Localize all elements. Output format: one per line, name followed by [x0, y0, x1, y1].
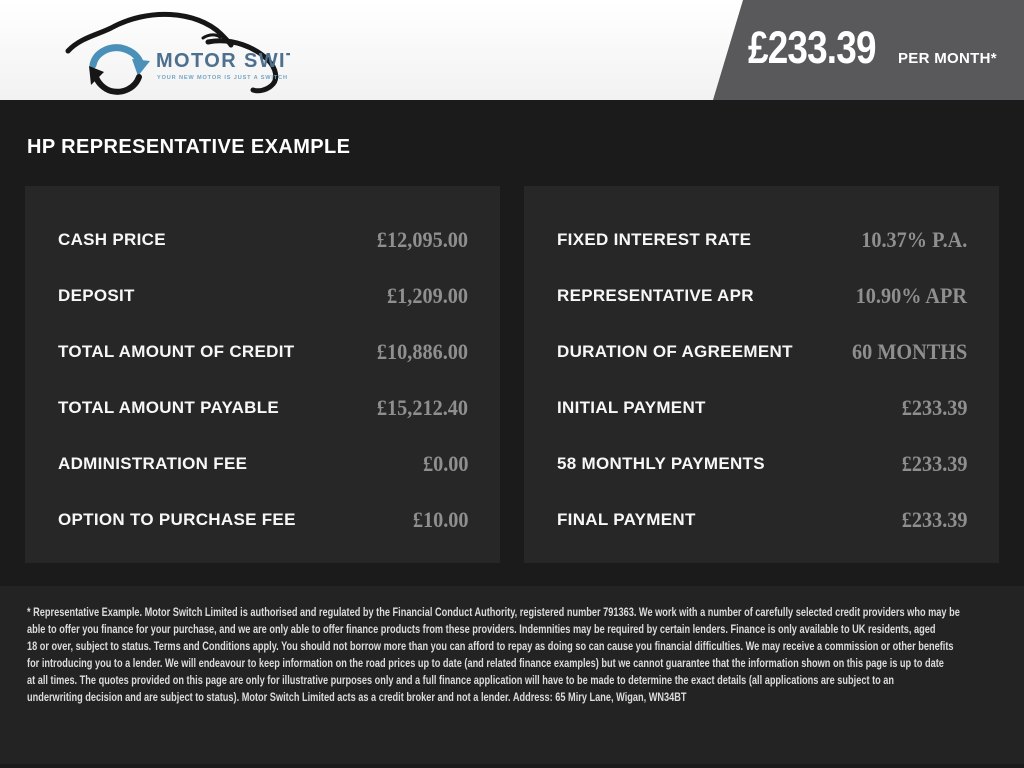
finance-panel-left: CASH PRICE £12,095.00 DEPOSIT £1,209.00 … [25, 186, 500, 563]
car-silhouette-icon [65, 11, 279, 94]
row-initial-payment: INITIAL PAYMENT £233.39 [557, 380, 967, 436]
page-title: HP REPRESENTATIVE EXAMPLE [27, 136, 351, 158]
finance-value: £0.00 [422, 451, 468, 476]
finance-panels: CASH PRICE £12,095.00 DEPOSIT £1,209.00 … [25, 186, 999, 563]
finance-label: OPTION TO PURCHASE FEE [58, 510, 296, 529]
row-representative-apr: REPRESENTATIVE APR 10.90% APR [557, 268, 967, 324]
header: MOTOR SWITCH YOUR NEW MOTOR IS JUST A SW… [0, 0, 1024, 100]
row-deposit: DEPOSIT £1,209.00 [58, 268, 468, 324]
row-total-amount-of-credit: TOTAL AMOUNT OF CREDIT £10,886.00 [58, 324, 468, 380]
finance-label: FIXED INTEREST RATE [557, 230, 752, 249]
finance-value: £10,886.00 [376, 339, 468, 364]
finance-value: £233.39 [901, 507, 967, 532]
finance-value: £233.39 [901, 451, 967, 476]
finance-label: REPRESENTATIVE APR [557, 286, 754, 305]
disclaimer-line: underwriting decision and are subject to… [27, 692, 687, 704]
row-administration-fee: ADMINISTRATION FEE £0.00 [58, 436, 468, 492]
logo-brand-text: MOTOR SWITCH [156, 50, 290, 72]
monthly-price: £233.39 [748, 22, 876, 73]
logo-tagline-text: YOUR NEW MOTOR IS JUST A SWITCH AWAY [157, 75, 290, 81]
motor-switch-logo[interactable]: MOTOR SWITCH YOUR NEW MOTOR IS JUST A SW… [60, 4, 290, 98]
row-duration-of-agreement: DURATION OF AGREEMENT 60 MONTHS [557, 324, 967, 380]
finance-value: 10.90% APR [855, 283, 967, 308]
row-monthly-payments: 58 MONTHLY PAYMENTS £233.39 [557, 436, 967, 492]
finance-panel-right: FIXED INTEREST RATE 10.37% P.A. REPRESEN… [524, 186, 999, 563]
disclaimer-line: able to offer you finance for your purch… [27, 624, 936, 636]
disclaimer-line: * Representative Example. Motor Switch L… [27, 607, 960, 619]
finance-label: TOTAL AMOUNT OF CREDIT [58, 342, 295, 361]
switch-arrows-icon [89, 44, 150, 95]
finance-label: 58 MONTHLY PAYMENTS [557, 454, 765, 473]
finance-label: DEPOSIT [58, 286, 135, 305]
price-wedge [713, 0, 1024, 100]
finance-value: 10.37% P.A. [860, 227, 967, 252]
per-month-label: PER MONTH* [898, 50, 997, 67]
disclaimer-line: for introducing you to a lender. We will… [27, 658, 944, 670]
finance-value: 60 MONTHS [851, 339, 967, 364]
finance-label: ADMINISTRATION FEE [58, 454, 248, 473]
spacer [0, 563, 1024, 586]
finance-label: DURATION OF AGREEMENT [557, 342, 793, 361]
finance-label: TOTAL AMOUNT PAYABLE [58, 398, 280, 417]
finance-value: £233.39 [901, 395, 967, 420]
finance-value: £1,209.00 [387, 283, 468, 308]
finance-example-section: HP REPRESENTATIVE EXAMPLE CASH PRICE £12… [0, 100, 1024, 586]
finance-value: £10.00 [412, 507, 468, 532]
disclaimer-text: * Representative Example. Motor Switch L… [27, 605, 999, 707]
row-fixed-interest-rate: FIXED INTEREST RATE 10.37% P.A. [557, 212, 967, 268]
row-total-amount-payable: TOTAL AMOUNT PAYABLE £15,212.40 [58, 380, 468, 436]
finance-label: CASH PRICE [58, 230, 166, 249]
row-final-payment: FINAL PAYMENT £233.39 [557, 492, 967, 548]
finance-label: INITIAL PAYMENT [557, 398, 706, 417]
finance-label: FINAL PAYMENT [557, 510, 696, 529]
finance-value: £12,095.00 [376, 227, 468, 252]
row-option-to-purchase-fee: OPTION TO PURCHASE FEE £10.00 [58, 492, 468, 548]
finance-value: £15,212.40 [376, 395, 468, 420]
row-cash-price: CASH PRICE £12,095.00 [58, 212, 468, 268]
disclaimer-line: at all times. The quotes provided on thi… [27, 675, 895, 687]
disclaimer-line: 18 or over, subject to status. Terms and… [27, 641, 954, 653]
disclaimer-section: * Representative Example. Motor Switch L… [0, 586, 1024, 764]
